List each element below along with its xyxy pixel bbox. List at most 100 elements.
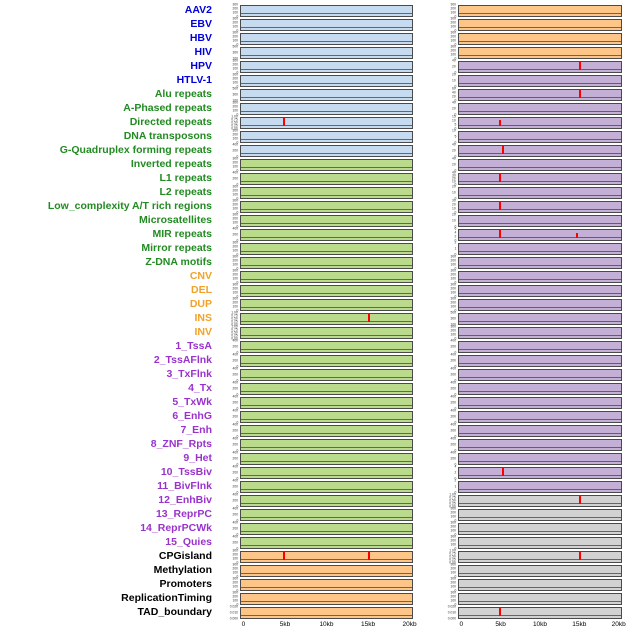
x-tick-label: 15kb: [360, 621, 376, 628]
y-tick-label: 0: [454, 99, 456, 103]
right-panel-yaxis: 30 20 10 0: [413, 199, 458, 214]
y-tick-label: 100: [232, 207, 238, 211]
y-tick-label: 300: [232, 157, 238, 161]
y-tick-label: 200: [450, 345, 456, 349]
signal-baseline: [241, 531, 412, 532]
row-label: INV: [194, 326, 212, 338]
y-tick-label: 0.25: [449, 502, 456, 506]
y-tick-label: 0.25: [231, 320, 238, 324]
enrichment-spike: [578, 62, 581, 70]
row-label: MIR repeats: [152, 228, 212, 240]
y-tick-label: 0.00: [231, 323, 238, 327]
signal-baseline: [459, 83, 621, 84]
left-panel-yaxis: 400 200 0: [212, 339, 240, 354]
left-panel-yaxis: 500 300 100: [212, 45, 240, 60]
x-tick-label: 10kb: [532, 621, 548, 628]
axis-spacer: [413, 621, 458, 630]
left-panel-yaxis: 400 200 0: [212, 479, 240, 494]
y-tick-label: 0: [454, 113, 456, 117]
y-tick-label: 200: [450, 539, 456, 543]
left-signal-panel: [240, 355, 413, 367]
y-tick-label: 300: [232, 185, 238, 189]
left-panel-yaxis: 400 200 0: [212, 353, 240, 368]
y-tick-label: 200: [232, 161, 238, 165]
right-panel-yaxis: 300 200 100 0: [413, 591, 458, 606]
right-signal-panel: [458, 453, 622, 465]
row-label: 7_Enh: [180, 424, 212, 436]
y-tick-label: 10: [452, 219, 456, 223]
right-panel-yaxis: 300 200 100 0: [413, 269, 458, 284]
x-tick-label: 0: [241, 621, 246, 628]
y-tick-label: 0: [454, 449, 456, 453]
y-tick-label: 0: [454, 477, 456, 481]
right-panel-yaxis: 400 200 0: [413, 395, 458, 410]
signal-baseline: [241, 265, 412, 266]
y-tick-label: 200: [450, 359, 456, 363]
y-tick-label: 400: [450, 367, 456, 371]
y-tick-label: 0.75: [449, 552, 456, 556]
y-tick-label: 100: [450, 291, 456, 295]
y-tick-label: 200: [232, 581, 238, 585]
row-label: 5_TxWk: [172, 396, 212, 408]
x-tick-label: 5kb: [495, 621, 506, 628]
row-label: TAD_boundary: [137, 606, 212, 618]
y-tick-label: 6: [454, 227, 456, 231]
signal-baseline: [459, 167, 621, 168]
left-signal-panel: [240, 117, 413, 129]
y-tick-label: 300: [232, 283, 238, 287]
row-label: 6_EnhG: [172, 410, 212, 422]
y-tick-label: 0: [454, 169, 456, 173]
y-tick-label: 300: [450, 255, 456, 259]
right-signal-panel: [458, 439, 622, 451]
row-label: CNV: [189, 270, 212, 282]
signal-baseline: [241, 27, 412, 28]
y-tick-label: 400: [232, 507, 238, 511]
signal-baseline: [241, 377, 412, 378]
y-tick-label: 500: [232, 45, 238, 49]
y-tick-label: 200: [232, 63, 238, 67]
right-signal-panel: [458, 187, 622, 199]
right-signal-panel: [458, 103, 622, 115]
y-tick-label: 300: [232, 31, 238, 35]
signal-baseline: [459, 27, 621, 28]
y-tick-label: 100: [450, 305, 456, 309]
left-signal-panel: [240, 103, 413, 115]
left-signal-panel: [240, 439, 413, 451]
signal-baseline: [241, 237, 412, 238]
y-tick-label: 0: [236, 379, 238, 383]
y-tick-label: 0: [236, 449, 238, 453]
signal-baseline: [459, 293, 621, 294]
y-tick-label: 200: [450, 401, 456, 405]
y-tick-label: 100: [232, 249, 238, 253]
y-tick-label: 0.000: [229, 617, 238, 621]
signal-baseline: [459, 503, 621, 504]
row-label: HTLV-1: [176, 74, 212, 86]
y-tick-label: 100: [450, 263, 456, 267]
y-tick-label: 300: [232, 101, 238, 105]
y-tick-label: 200: [232, 287, 238, 291]
y-tick-label: 0: [454, 183, 456, 187]
y-tick-label: 100: [450, 333, 456, 337]
signal-baseline: [459, 573, 621, 574]
left-signal-panel: [240, 383, 413, 395]
left-signal-panel: [240, 397, 413, 409]
feature-row: HPV 300 200 100 0 40 20 0: [0, 59, 630, 75]
y-tick-label: 0: [236, 183, 238, 187]
right-signal-panel: [458, 299, 622, 311]
enrichment-spike: [368, 552, 371, 560]
y-tick-label: 300: [450, 325, 456, 329]
y-tick-label: 200: [232, 77, 238, 81]
y-tick-label: 0: [454, 85, 456, 89]
row-label: HBV: [189, 32, 212, 44]
signal-baseline: [241, 419, 412, 420]
y-tick-label: 0: [454, 197, 456, 201]
feature-row: 9_Het 400 200 0 400 200 0: [0, 451, 630, 467]
row-label: Low_complexity A/T rich regions: [47, 200, 212, 212]
row-label: 1_TssA: [175, 340, 212, 352]
signal-baseline: [241, 41, 412, 42]
signal-baseline: [241, 279, 412, 280]
feature-row: Inverted repeats 300 200 100 0 40 20 0: [0, 157, 630, 173]
y-tick-label: 200: [232, 233, 238, 237]
